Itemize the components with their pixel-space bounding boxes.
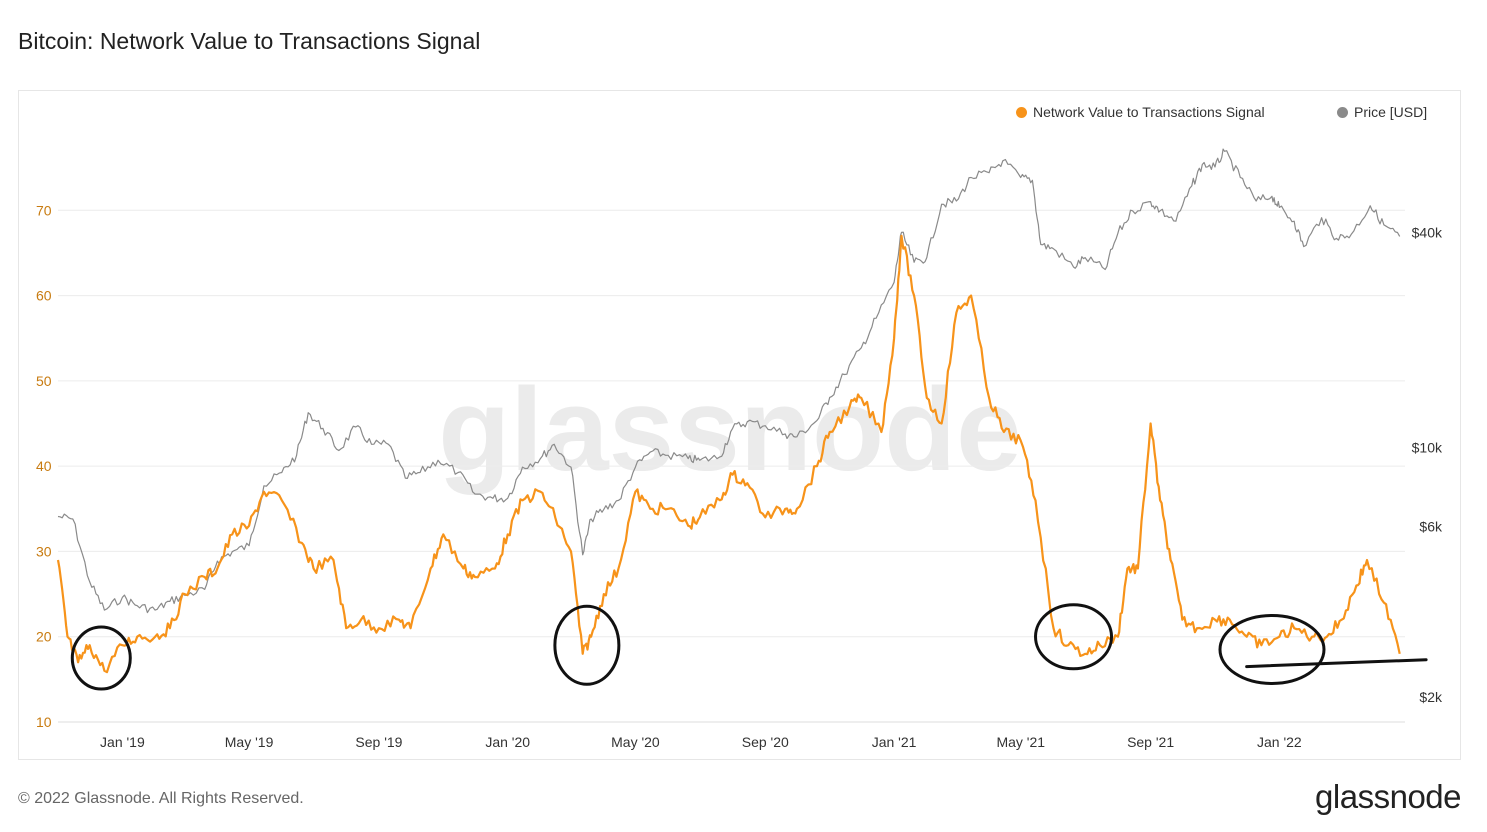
annotation-circle [1034,603,1114,671]
legend-dot-orange-icon [1016,106,1027,118]
y-right-tick-label: $2k [1419,689,1443,705]
y-right-tick-label: $10k [1412,439,1443,455]
x-tick-label: Sep '19 [355,734,402,750]
page-title: Bitcoin: Network Value to Transactions S… [18,28,481,54]
y-left-tick-label: 30 [36,543,52,559]
chart-frame [18,90,1461,760]
legend-label-price: Price [USD] [1354,104,1428,120]
x-tick-label: Jan '22 [1257,734,1302,750]
y-left-tick-label: 70 [36,202,52,218]
annotation-support-line [1245,658,1428,669]
x-tick-label: Jan '20 [485,734,530,750]
y-left-tick-label: 60 [36,288,52,304]
x-tick-label: May '19 [225,734,274,750]
x-tick-label: May '20 [611,734,660,750]
y-right-tick-label: $40k [1412,224,1443,240]
series-line-nvts [56,234,1401,674]
x-tick-label: Jan '21 [872,734,917,750]
y-left-tick-label: 20 [36,629,52,645]
x-tick-label: May '21 [996,734,1045,750]
y-right-tick-label: $6k [1419,519,1443,535]
legend-dot-gray-icon [1337,106,1348,118]
annotation-circle [1218,614,1326,686]
copyright-text: © 2022 Glassnode. All Rights Reserved. [18,790,304,807]
x-tick-label: Sep '20 [742,734,789,750]
y-left-tick-label: 50 [36,373,52,389]
legend-label-nvts: Network Value to Transactions Signal [1033,104,1265,120]
legend-item-nvts[interactable]: Network Value to Transactions Signal [1016,104,1265,120]
series-line-price [57,148,1401,614]
annotation-circle [70,625,132,691]
glassnode-logo: glassnode [1315,778,1461,815]
x-tick-label: Jan '19 [100,734,145,750]
annotation-circle [553,604,621,686]
x-tick-label: Sep '21 [1127,734,1174,750]
y-left-tick-label: 40 [36,458,52,474]
y-left-tick-label: 10 [36,714,52,730]
legend-item-price[interactable]: Price [USD] [1337,104,1427,120]
